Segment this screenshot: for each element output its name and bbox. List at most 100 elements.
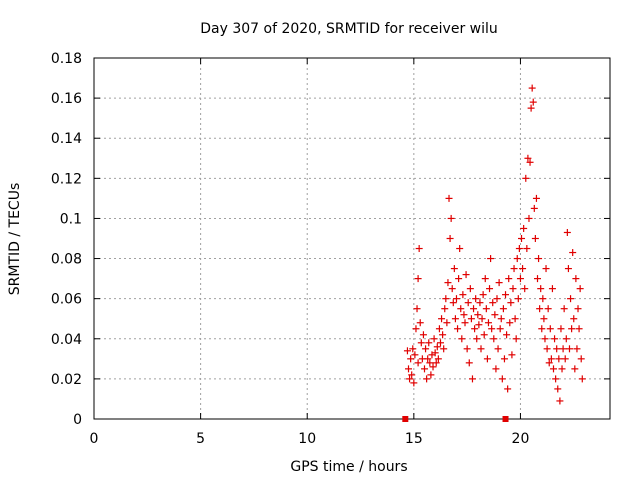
data-point [564,265,572,273]
data-point [459,291,467,299]
data-point [475,321,483,329]
data-point [513,255,521,263]
data-point [439,331,447,339]
data-point [488,325,496,333]
data-point [549,365,557,373]
data-point [520,224,528,232]
data-point [559,345,567,353]
data-point [438,315,446,323]
data-point [526,158,534,166]
data-point [472,295,480,303]
data-point [433,343,441,351]
data-point [484,319,492,327]
data-point [424,355,432,363]
data-point [420,365,428,373]
data-point [539,295,547,303]
data-point [519,265,527,273]
data-point [405,365,413,373]
data-point [560,305,568,313]
data-point [411,351,419,359]
data-point [567,295,575,303]
data-point [500,355,508,363]
data-point [464,299,472,307]
x-tick-label: 15 [405,431,423,447]
data-point [408,371,416,379]
data-point [494,345,502,353]
data-point [496,325,504,333]
y-tick-label: 0.12 [51,171,82,187]
data-point [575,325,583,333]
x-tick-label: 0 [90,431,99,447]
data-point [554,385,562,393]
data-point [541,335,549,343]
data-point [403,347,411,355]
data-point [497,315,505,323]
y-tick-label: 0.06 [51,292,82,308]
data-point [571,365,579,373]
data-point [414,359,422,367]
data-point [570,315,578,323]
y-tick-label: 0.18 [51,51,82,67]
data-point [524,154,532,162]
zero-marker [502,416,509,422]
data-point [537,285,545,293]
data-point [444,279,452,287]
data-point [452,295,460,303]
data-point [577,355,585,363]
data-point [445,194,453,202]
data-point [578,375,586,383]
data-point [435,325,443,333]
data-point [568,325,576,333]
data-point [493,295,501,303]
data-point [508,351,516,359]
data-point [431,349,439,357]
data-point [480,331,488,339]
data-point [522,174,530,182]
data-point [495,279,503,287]
data-point [440,345,448,353]
data-point [441,305,449,313]
data-point [412,325,420,333]
data-point [477,345,485,353]
data-point [458,335,466,343]
data-point [523,245,531,253]
data-point [467,315,475,323]
data-point [545,359,553,367]
x-tick-label: 10 [298,431,316,447]
data-point [507,299,515,307]
grid-layer [94,58,610,419]
data-point [451,315,459,323]
data-point [504,385,512,393]
data-point [546,325,554,333]
plot-frame [93,57,611,420]
data-point [538,325,546,333]
data-point [417,339,425,347]
ticks-layer: 0 0.02 0.04 0.06 0.08 0.1 0.12 0.14 0.16 0.18 0 5 10… [51,51,610,447]
data-point [505,275,513,283]
data-point [528,84,536,92]
data-point [511,315,519,323]
data-point [532,194,540,202]
data-point [518,235,526,242]
data-point [413,305,421,313]
data-point [473,335,481,343]
data-point [544,305,552,313]
data-point [557,325,565,333]
x-axis-label: GPS time / hours [290,459,407,475]
data-point [547,355,555,363]
data-point [455,275,463,283]
data-point [531,235,539,242]
data-point [422,345,430,353]
data-point [556,397,564,405]
data-point [489,299,497,307]
data-point [407,355,415,363]
data-point [574,305,582,313]
data-point [443,319,451,327]
y-tick-label: 0.08 [51,252,82,268]
data-point [543,345,551,353]
data-point [447,214,455,222]
data-point [492,365,500,373]
data-point [461,319,469,327]
data-point [510,265,518,273]
